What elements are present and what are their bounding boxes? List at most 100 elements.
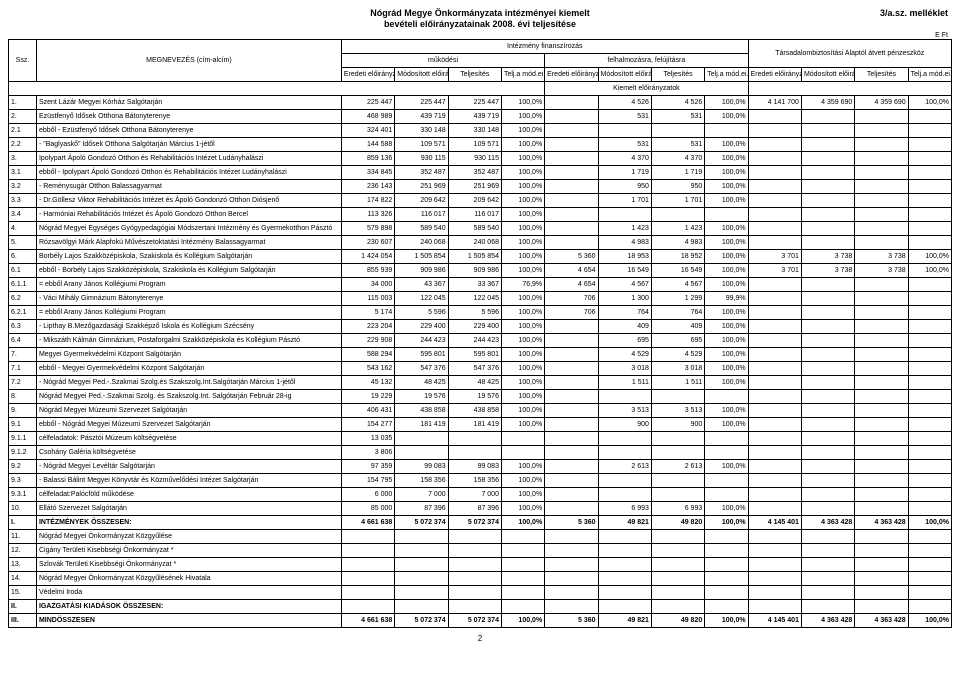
cell-value: 1 423: [651, 221, 704, 235]
cell-value: [545, 529, 598, 543]
header-group-a1: működési: [341, 53, 544, 67]
cell-value: [705, 207, 748, 221]
cell-value: [908, 151, 951, 165]
cell-value: [748, 347, 801, 361]
cell-value: [545, 179, 598, 193]
cell-value: 588 294: [341, 347, 394, 361]
cell-value: 100,0%: [501, 165, 544, 179]
cell-value: [801, 361, 854, 375]
table-row: 6.2 - Váci Mihály Gimnázium Bátonytereny…: [9, 291, 952, 305]
cell-value: [748, 151, 801, 165]
cell-value: 87 396: [448, 501, 501, 515]
table-row: 6.2.1 = ebből Arany János Kollégiumi Pro…: [9, 305, 952, 319]
cell-value: [545, 137, 598, 151]
cell-value: 229 400: [448, 319, 501, 333]
cell-value: [748, 375, 801, 389]
header-blank2: [748, 81, 951, 95]
cell-value: [748, 291, 801, 305]
cell-value: 209 642: [395, 193, 448, 207]
cell-value: 19 576: [448, 389, 501, 403]
cell-value: 2 613: [598, 459, 651, 473]
cell-value: [501, 585, 544, 599]
cell-value: 100,0%: [501, 207, 544, 221]
cell-value: 950: [651, 179, 704, 193]
cell-value: 100,0%: [705, 613, 748, 627]
cell-value: 2 613: [651, 459, 704, 473]
cell-value: [501, 529, 544, 543]
cell-value: 100,0%: [908, 515, 951, 529]
cell-ssz: 3.: [9, 151, 37, 165]
table-row: 10.Ellátó Szervezet Salgótarján85 00087 …: [9, 501, 952, 515]
cell-value: [908, 543, 951, 557]
cell-value: [705, 445, 748, 459]
cell-ssz: 6.1.1: [9, 277, 37, 291]
cell-value: 100,0%: [501, 417, 544, 431]
cell-value: [855, 123, 908, 137]
cell-value: 4 983: [651, 235, 704, 249]
cell-value: 19 576: [395, 389, 448, 403]
cell-value: 100,0%: [705, 515, 748, 529]
cell-name: - Mikszáth Kálmán Gimnázium, Postaforgal…: [36, 333, 341, 347]
cell-value: 100,0%: [501, 151, 544, 165]
table-row: II.IGAZGATÁSI KIADÁSOK ÖSSZESEN:: [9, 599, 952, 613]
cell-value: [748, 501, 801, 515]
header-megnevezes: MEGNEVEZÉS (cím-alcím): [36, 39, 341, 81]
cell-value: [651, 473, 704, 487]
cell-value: [855, 585, 908, 599]
cell-value: 100,0%: [501, 403, 544, 417]
cell-ssz: 6.1: [9, 263, 37, 277]
cell-value: 4 654: [545, 263, 598, 277]
cell-value: 229 908: [341, 333, 394, 347]
cell-value: 589 540: [448, 221, 501, 235]
cell-value: [801, 319, 854, 333]
cell-value: [855, 165, 908, 179]
cell-value: [801, 333, 854, 347]
cell-value: 225 447: [448, 95, 501, 109]
cell-value: [598, 599, 651, 613]
cell-value: 439 719: [448, 109, 501, 123]
cell-value: 4 363 428: [855, 515, 908, 529]
cell-value: [545, 333, 598, 347]
cell-value: [801, 585, 854, 599]
cell-value: 100,0%: [705, 277, 748, 291]
cell-value: [908, 221, 951, 235]
cell-value: 100,0%: [705, 417, 748, 431]
cell-value: 244 423: [395, 333, 448, 347]
cell-value: [341, 599, 394, 613]
cell-value: [748, 557, 801, 571]
cell-value: 100,0%: [501, 137, 544, 151]
cell-value: 4 529: [651, 347, 704, 361]
header-c-eredeti: Eredeti előirányzat: [748, 67, 801, 81]
cell-value: [855, 151, 908, 165]
table-row: 3.1ebből - Ipolypart Ápoló Gondozó Ottho…: [9, 165, 952, 179]
cell-value: [598, 557, 651, 571]
cell-value: 4 370: [651, 151, 704, 165]
cell-value: [545, 571, 598, 585]
cell-value: [855, 333, 908, 347]
cell-value: 100,0%: [501, 473, 544, 487]
cell-name: Nógrád Megyei Önkormányzat Közgyűlésének…: [36, 571, 341, 585]
cell-value: [545, 473, 598, 487]
cell-value: [545, 235, 598, 249]
cell-value: 352 487: [448, 165, 501, 179]
table-row: 2.Ezüstfenyő Idősek Otthona Bátonytereny…: [9, 109, 952, 123]
data-table: Ssz. MEGNEVEZÉS (cím-alcím) Intézmény fi…: [8, 39, 952, 628]
cell-value: 19 229: [341, 389, 394, 403]
cell-ssz: 6.2: [9, 291, 37, 305]
cell-value: [748, 571, 801, 585]
cell-value: 100,0%: [501, 221, 544, 235]
cell-value: 579 898: [341, 221, 394, 235]
table-row: 2.2 - "Baglyaskő" Idősek Otthona Salgóta…: [9, 137, 952, 151]
cell-name: Nógrád Megyei Múzeumi Szervezet Salgótar…: [36, 403, 341, 417]
cell-value: [545, 459, 598, 473]
cell-value: 930 115: [395, 151, 448, 165]
table-row: 1.Szent Lázár Megyei Kórház Salgótarján2…: [9, 95, 952, 109]
table-row: 6.1ebből - Borbély Lajos Szakközépiskola…: [9, 263, 952, 277]
cell-value: [748, 333, 801, 347]
cell-value: 4 145 401: [748, 613, 801, 627]
cell-value: [501, 445, 544, 459]
cell-value: [801, 529, 854, 543]
cell-value: 16 549: [598, 263, 651, 277]
cell-value: [395, 445, 448, 459]
table-row: 6.1.1 = ebből Arany János Kollégiumi Pro…: [9, 277, 952, 291]
